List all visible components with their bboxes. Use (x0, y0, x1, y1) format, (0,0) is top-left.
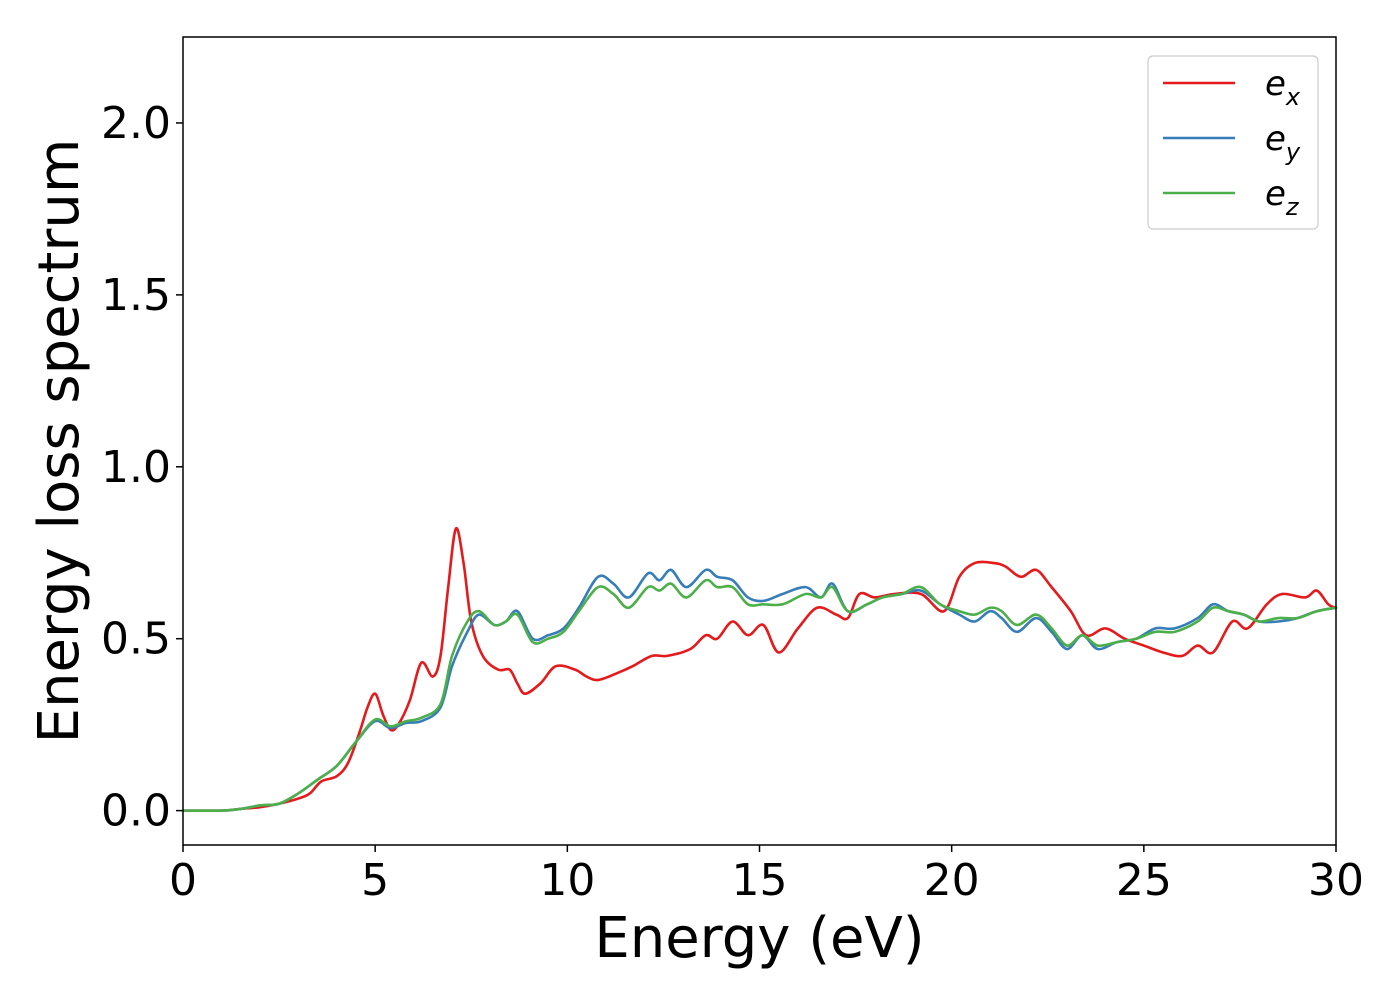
x-axis-ticks: 0 5 10 15 20 25 30 (169, 845, 1364, 906)
y-tick-label: 2.0 (101, 98, 171, 149)
x-tick-label: 0 (169, 855, 197, 906)
legend: ex ey ez (1147, 55, 1319, 230)
legend-label-x: ex (1265, 64, 1301, 111)
x-tick-label: 30 (1308, 855, 1364, 906)
y-tick-label: 0.0 (101, 786, 171, 837)
legend-label-z: ez (1265, 174, 1300, 221)
series-line-x (181, 527, 1338, 813)
series-layer (181, 527, 1338, 813)
legend-box (1147, 55, 1319, 230)
x-tick-label: 15 (732, 855, 788, 906)
x-axis-title: Energy (eV) (594, 906, 924, 971)
x-tick-label: 10 (539, 855, 595, 906)
x-tick-label: 5 (361, 855, 389, 906)
legend-items: ex ey ez (1163, 64, 1301, 221)
y-tick-label: 1.0 (101, 442, 171, 493)
y-tick-label: 0.5 (101, 614, 171, 665)
y-tick-label: 1.5 (101, 270, 171, 321)
legend-label-y: ey (1265, 119, 1301, 166)
x-tick-label: 20 (924, 855, 980, 906)
x-tick-label: 25 (1116, 855, 1172, 906)
series-line-z (181, 578, 1338, 813)
y-axis-ticks: 0.0 0.5 1.0 1.5 2.0 (101, 98, 183, 837)
y-axis-title: Energy loss spectrum (27, 139, 92, 744)
